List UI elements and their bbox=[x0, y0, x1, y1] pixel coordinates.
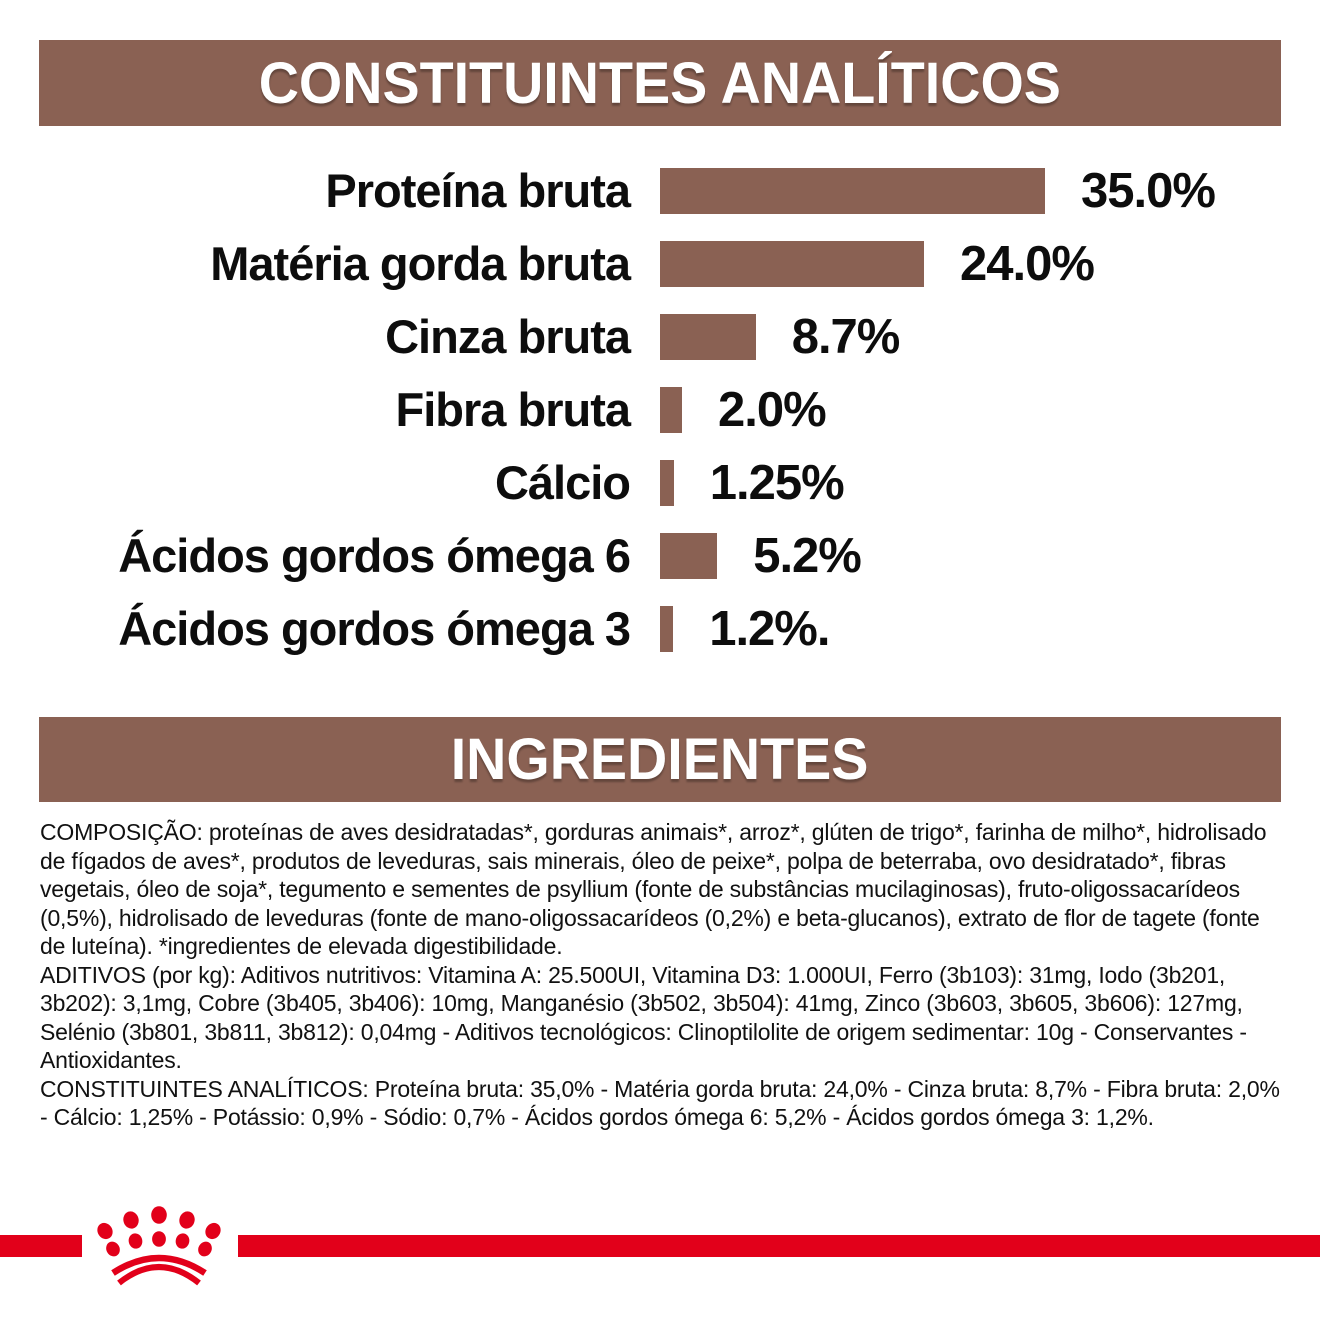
bar-value: 1.25% bbox=[709, 455, 845, 510]
ingredients-banner: INGREDIENTES bbox=[39, 717, 1281, 802]
brand-stripe-left bbox=[0, 1235, 82, 1257]
ingredients-text: COMPOSIÇÃO: proteínas de aves desidratad… bbox=[40, 818, 1282, 1132]
analytical-constituents-bar-chart: Proteína bruta 35.0% Matéria gorda bruta… bbox=[0, 154, 1320, 665]
bar-value: 8.7% bbox=[791, 309, 901, 364]
bar-value: 35.0% bbox=[1081, 163, 1216, 218]
chart-row: Cinza bruta 8.7% bbox=[0, 300, 1320, 373]
chart-row: Matéria gorda bruta 24.0% bbox=[0, 227, 1320, 300]
bar-label: Matéria gorda bruta bbox=[210, 237, 631, 290]
bar-label: Ácidos gordos ómega 3 bbox=[118, 602, 631, 655]
composition-paragraph: COMPOSIÇÃO: proteínas de aves desidratad… bbox=[40, 819, 1267, 959]
additives-paragraph: ADITIVOS (por kg): Aditivos nutritivos: … bbox=[40, 961, 1247, 1074]
bar bbox=[660, 313, 756, 360]
royal-canin-crown-icon bbox=[97, 1206, 221, 1286]
bar-label: Cálcio bbox=[494, 456, 631, 509]
bar-value: 24.0% bbox=[960, 236, 1095, 291]
bar-label: Cinza bruta bbox=[385, 310, 631, 363]
bar bbox=[660, 605, 674, 652]
bar bbox=[660, 167, 1045, 214]
analytical-constituents-title: CONSTITUINTES ANALÍTICOS bbox=[258, 50, 1062, 116]
brand-stripe-right bbox=[238, 1235, 1320, 1257]
chart-row: Fibra bruta 2.0% bbox=[0, 373, 1320, 446]
chart-row: Ácidos gordos ómega 3 1.2%. bbox=[0, 592, 1320, 665]
bar-label: Ácidos gordos ómega 6 bbox=[118, 529, 631, 582]
bar bbox=[660, 386, 682, 433]
bar-label: Proteína bruta bbox=[325, 164, 631, 217]
bar bbox=[660, 240, 924, 287]
analytical-constituents-banner: CONSTITUINTES ANALÍTICOS bbox=[39, 40, 1281, 126]
chart-row: Ácidos gordos ómega 6 5.2% bbox=[0, 519, 1320, 592]
bar-label: Fibra bruta bbox=[395, 383, 631, 436]
chart-row: Proteína bruta 35.0% bbox=[0, 154, 1320, 227]
ingredients-title: INGREDIENTES bbox=[451, 727, 869, 792]
bar-value: 1.2%. bbox=[709, 601, 830, 656]
chart-row: Cálcio 1.25% bbox=[0, 446, 1320, 519]
bar-value: 2.0% bbox=[718, 382, 827, 437]
bar-value: 5.2% bbox=[753, 528, 862, 583]
analytical-constituents-paragraph: CONSTITUINTES ANALÍTICOS: Proteína bruta… bbox=[40, 1075, 1280, 1131]
bar bbox=[660, 532, 718, 579]
bar bbox=[660, 459, 674, 506]
